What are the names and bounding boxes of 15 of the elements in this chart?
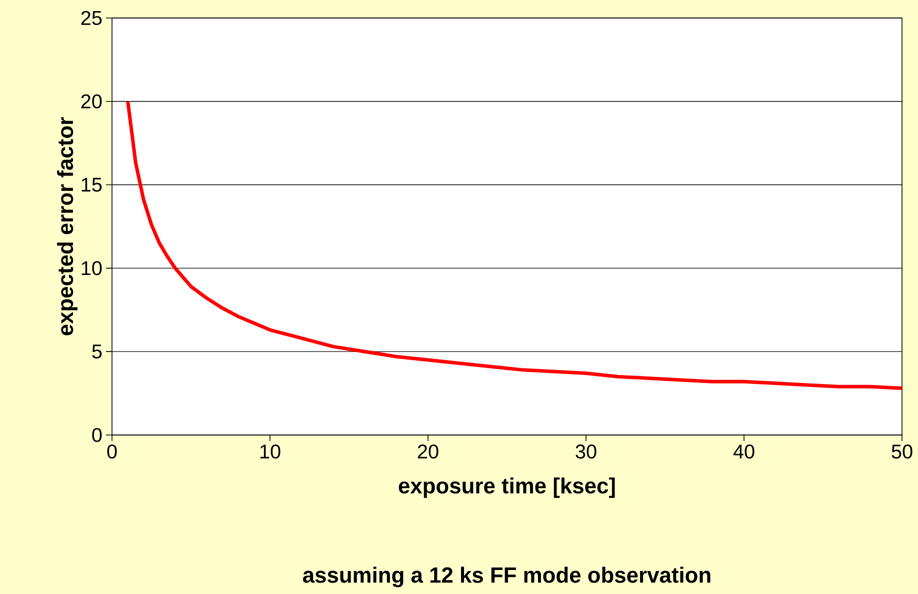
x-axis-title: exposure time [ksec] (398, 477, 615, 498)
y-tick-label: 15 (82, 178, 102, 192)
x-tick-label: 0 (107, 444, 117, 459)
x-tick-label: 40 (733, 444, 754, 459)
x-tick-label: 20 (418, 444, 438, 459)
x-tick-label: 50 (892, 444, 912, 459)
y-tick-label: 5 (92, 344, 102, 359)
x-tick-label: 30 (576, 444, 596, 459)
y-tick-label: 0 (92, 428, 102, 442)
text: assuming a 12 ks FF mode observation (303, 566, 710, 588)
x-tick-label: 10 (260, 444, 280, 459)
y-axis-title: expected error factor (57, 117, 78, 336)
y-tick-label: 10 (82, 261, 102, 276)
y-tick-label: 20 (81, 94, 102, 108)
y-tick-label: 25 (81, 10, 102, 26)
